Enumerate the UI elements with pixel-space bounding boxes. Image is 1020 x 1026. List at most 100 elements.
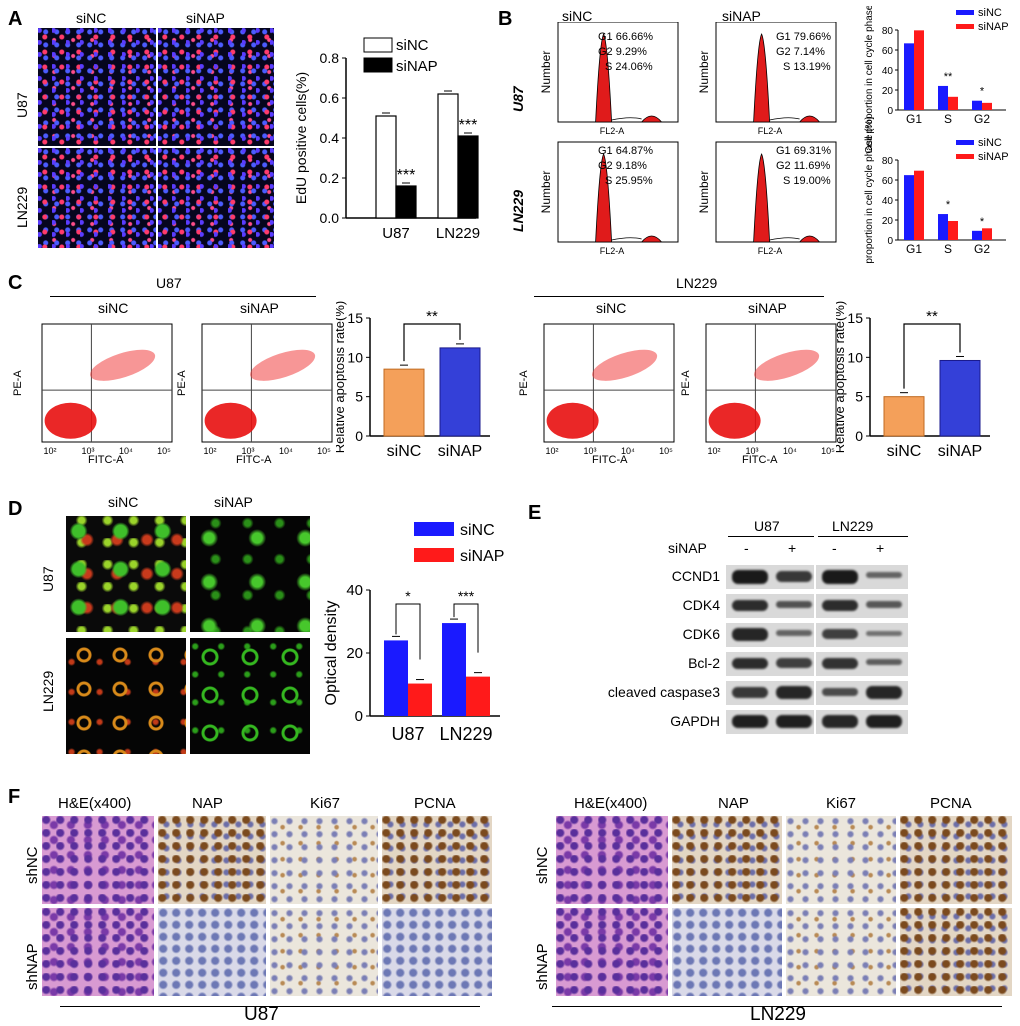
b-legend-label-sinc: siNC [978, 137, 1002, 149]
c-ytick-label: 0 [855, 428, 863, 444]
blot-band [822, 715, 858, 728]
c-sig-bracket [403, 323, 461, 362]
ihc-u87-shnap-pcna [382, 908, 492, 996]
ihc-ln229-shnap-pcna [900, 908, 1012, 996]
histogram-g2-peak [640, 115, 663, 123]
histogram-s-curve [769, 117, 800, 121]
dotplot-xtick-label: 10⁵ [157, 446, 171, 456]
b-bar [982, 102, 992, 110]
panel-b-col-sinap: siNAP [722, 8, 761, 24]
b-ytick-label: 20 [882, 216, 894, 227]
b-xtick-label: S [944, 242, 952, 256]
panel-d-row-ln229: LN229 [40, 670, 56, 712]
blot-band [866, 572, 902, 578]
d-legend-swatch-sinap [414, 548, 454, 562]
f-u87-line [60, 1006, 480, 1007]
panel-label-c: C [8, 272, 23, 294]
f-left-col-nap: NAP [192, 795, 223, 812]
mito-image-ln229-sinap [190, 638, 310, 754]
mito-image-u87-sinap [190, 516, 310, 632]
flow-y-label-2: PE-A [176, 370, 188, 396]
blot-protein-label: CDK6 [682, 626, 720, 642]
panel-e-sign-4: + [876, 540, 885, 556]
b-ylabel: Cell proportion in cell cycle phase (%) [864, 116, 875, 266]
blot-protein-label: Bcl-2 [688, 655, 720, 671]
dotplot-apoptotic-cluster [592, 349, 658, 381]
d-bar [408, 683, 432, 716]
histogram-g2-peak [798, 235, 821, 243]
d-ylabel: Optical density [323, 601, 340, 706]
d-legend-swatch-sinc [414, 522, 454, 536]
histogram-s-curve [611, 237, 642, 241]
edu-image-ln229-sinc [38, 148, 156, 248]
c-sig-label: ** [926, 308, 938, 325]
panel-a-col-sinap: siNAP [186, 10, 225, 26]
d-sig-bracket [395, 603, 421, 660]
blot-row: GAPDH [520, 707, 920, 736]
panel-c-u87-col-sinc: siNC [98, 300, 129, 316]
b-ytick-label: 80 [882, 26, 894, 37]
dotplot-live-cluster [204, 402, 257, 439]
dotplot-xtick-label: 10⁴ [119, 446, 133, 456]
b-sig-label: * [980, 86, 985, 98]
panel-e-sign-3: - [832, 540, 837, 556]
dotplot-xtick-label: 10⁴ [279, 446, 293, 456]
b-ytick-label: 60 [882, 176, 894, 187]
chart-d: 0 20 40 Optical density * U87 *** LN229 siNC siNA… [323, 522, 504, 744]
panel-label-d: D [8, 498, 23, 520]
panel-label-e: E [528, 502, 542, 524]
histogram-xlabel: FL2-A [600, 126, 625, 136]
b-xtick-label: G2 [974, 242, 990, 256]
mito-image-ln229-sinc [66, 638, 186, 754]
dotplot-apoptotic-cluster [90, 349, 156, 381]
histogram-g1-peak [595, 33, 613, 123]
a-legend-swatch-sinap [363, 57, 393, 73]
histogram-g1-peak [595, 153, 613, 243]
histogram-g1-peak [753, 33, 771, 123]
blot-band [732, 599, 768, 612]
ihc-ln229-shnc-ki67 [786, 816, 896, 904]
b-ytick-label: 80 [882, 156, 894, 167]
ihc-u87-shnc-pcna [382, 816, 492, 904]
dotplot-xtick-label: 10² [203, 446, 216, 456]
panel-e-sign-2: + [788, 540, 797, 556]
histogram-g2-peak [640, 235, 663, 243]
d-sig-bracket [453, 603, 479, 653]
ihc-u87-shnap-nap [158, 908, 266, 996]
ihc-ln229-shnap-nap [672, 908, 782, 996]
edu-image-u87-sinap [158, 28, 274, 146]
f-right-col-nap: NAP [718, 795, 749, 812]
a-legend-swatch-sinc [363, 37, 393, 53]
c-ytick-label: 10 [347, 349, 363, 365]
blot-protein-label: CDK4 [682, 597, 720, 613]
b-bar [914, 170, 924, 240]
blot-band [866, 601, 902, 608]
f-right-row-shnc: shNC [534, 846, 551, 884]
flow-x-label-4: FITC-A [742, 454, 778, 466]
a-xtick-label: LN229 [436, 225, 480, 242]
histogram-xlabel: FL2-A [758, 246, 783, 256]
c-xtick-label: siNAP [438, 443, 482, 460]
histogram-s-curve [611, 117, 642, 121]
panel-c-group-ln229: LN229 [676, 275, 718, 291]
b-ytick-label: 60 [882, 46, 894, 57]
panel-e-treatment: siNAP [668, 540, 707, 556]
panel-c-ln229-col-sinap: siNAP [748, 300, 787, 316]
blot-band [776, 686, 812, 699]
a-ytick-label: 0.4 [320, 130, 340, 146]
blot-band [822, 687, 858, 696]
f-left-col-pcna: PCNA [414, 795, 456, 812]
d-sig-label: * [405, 588, 411, 604]
c-ytick-label: 5 [855, 389, 863, 405]
panel-label-a: A [8, 8, 23, 30]
flow-x-label-1: FITC-A [88, 454, 124, 466]
dotplot-apoptotic-cluster [754, 349, 820, 381]
d-bar [384, 640, 408, 716]
b-xtick-label: G2 [974, 112, 990, 126]
b-bar [938, 85, 948, 110]
b-bar [904, 43, 914, 111]
histogram-frame [557, 22, 679, 123]
b-bar [972, 100, 982, 110]
d-legend-label-sinc: siNC [460, 522, 495, 539]
histogram-xlabel: FL2-A [758, 126, 783, 136]
